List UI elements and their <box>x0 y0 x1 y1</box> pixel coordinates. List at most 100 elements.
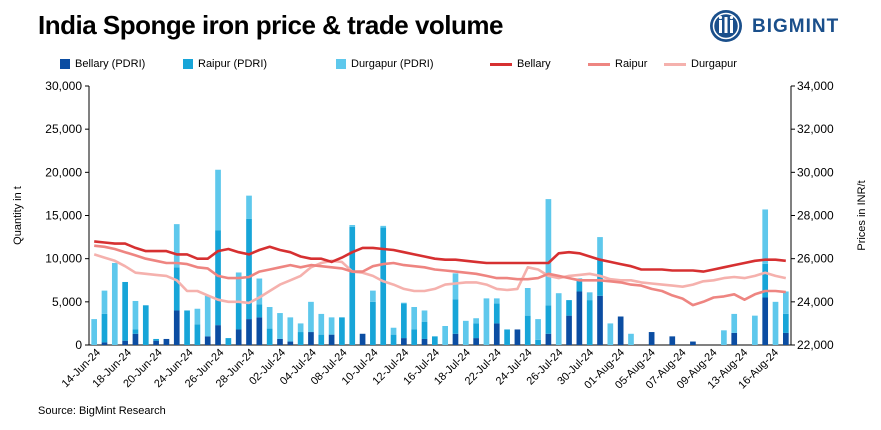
bar-segment <box>617 316 624 345</box>
bar-segment <box>101 313 108 343</box>
brand-logo-icon <box>710 10 742 42</box>
bar-segment <box>184 310 190 345</box>
bar-segment <box>287 317 294 342</box>
bar-segment <box>431 336 438 345</box>
bar-segment <box>473 323 479 339</box>
bar-segment <box>390 334 397 345</box>
bar-segment <box>256 278 263 305</box>
bar-segment <box>142 305 149 345</box>
legend-item: Raipur (PDRI) <box>183 56 267 72</box>
y-tick-label-right: 32,000 <box>797 122 834 136</box>
bar-segment <box>163 338 170 345</box>
y-tick-label-left: 30,000 <box>45 79 82 93</box>
bar-segment <box>782 332 789 345</box>
bar-segment <box>215 169 221 231</box>
bar-segment <box>576 278 583 292</box>
bar-segment <box>411 329 418 345</box>
legend-swatch <box>588 62 610 66</box>
bar-segment <box>318 313 325 335</box>
legend-item: Durgapur <box>664 56 737 72</box>
legend-item: Bellary <box>490 56 551 72</box>
y-tick-label-left: 15,000 <box>45 209 82 223</box>
bar-segment <box>597 237 603 259</box>
price-line <box>94 244 786 307</box>
bar-segment <box>555 293 562 345</box>
legend-label: Bellary (PDRI) <box>75 58 146 70</box>
bar-segment <box>545 305 552 334</box>
bar-segment <box>401 338 407 345</box>
legend-label: Durgapur (PDRI) <box>351 58 434 70</box>
price-line <box>94 240 786 273</box>
bar-segment <box>493 303 500 324</box>
bar-segment <box>421 338 428 345</box>
bar-segment <box>297 332 304 345</box>
bar-segment <box>132 333 139 345</box>
bar-segment <box>194 308 201 325</box>
bar-segment <box>256 317 263 345</box>
legend-label: Durgapur <box>691 58 737 70</box>
bar-segment <box>349 224 356 227</box>
bar-segment <box>462 320 469 345</box>
bar-segment <box>204 295 211 337</box>
chart-plot: 0 5,000 10,000 15,000 20,000 25,000 30,000 22,0… <box>12 79 868 391</box>
bar-segment <box>731 332 738 345</box>
bar-segment <box>762 297 769 345</box>
bar-segment <box>452 333 459 345</box>
bar-segment <box>586 300 593 345</box>
bar-segment <box>752 315 758 345</box>
bar-segment <box>782 291 789 314</box>
legend-swatch <box>664 62 686 66</box>
bar-segment <box>493 323 500 345</box>
bar-segment <box>411 307 418 330</box>
bar-segment <box>173 310 180 345</box>
bar-segment <box>535 319 541 340</box>
bar-segment <box>111 262 118 345</box>
bar-segment <box>597 295 603 345</box>
bar-segment <box>762 263 769 298</box>
bar-segment <box>349 226 356 345</box>
bar-segment <box>566 300 572 316</box>
bar-segment <box>235 329 242 345</box>
bar-segment <box>545 199 552 306</box>
bar-segment <box>421 310 428 322</box>
bar-segment <box>246 218 252 320</box>
bar-segment <box>524 288 531 316</box>
bar-segment <box>122 340 128 345</box>
bar-segment <box>328 334 335 345</box>
bar-segment <box>380 225 387 228</box>
chart-title: India Sponge iron price & trade volume <box>38 10 503 40</box>
legend-swatch <box>183 59 193 69</box>
bar-segment <box>246 195 252 219</box>
bar-segment <box>628 333 634 345</box>
bar-segment <box>421 321 428 339</box>
bar-segment <box>297 323 304 333</box>
bar-segment <box>669 336 676 345</box>
y-axis-title-right: Prices in INR/t <box>856 180 868 250</box>
bar-segment <box>287 341 294 345</box>
bar-segment <box>535 339 541 345</box>
bar-segment <box>473 338 479 345</box>
bar-segment <box>256 304 263 318</box>
bar-segment <box>370 290 376 302</box>
legend-label: Raipur (PDRI) <box>198 58 268 70</box>
bar-segment <box>246 319 252 345</box>
legend-swatch <box>60 59 70 69</box>
bar-segment <box>401 302 407 304</box>
y-tick-label-left: 5,000 <box>52 295 82 309</box>
legend-swatch <box>490 62 512 66</box>
bar-segment <box>493 298 500 304</box>
bar-segment <box>607 323 614 345</box>
bar-segment <box>132 329 139 334</box>
bar-segment <box>266 328 273 345</box>
bar-segment <box>194 324 201 345</box>
bar-segment <box>731 313 738 333</box>
bar-segment <box>318 334 325 345</box>
bar-segment <box>545 333 552 345</box>
brand-logo: BIGMINT <box>708 8 868 44</box>
y-tick-label-right: 28,000 <box>797 209 834 223</box>
bar-segment <box>225 338 232 345</box>
bar-segment <box>91 319 98 345</box>
bar-segment <box>762 209 769 264</box>
y-tick-label-left: 20,000 <box>45 165 82 179</box>
bar-segment <box>122 281 128 341</box>
